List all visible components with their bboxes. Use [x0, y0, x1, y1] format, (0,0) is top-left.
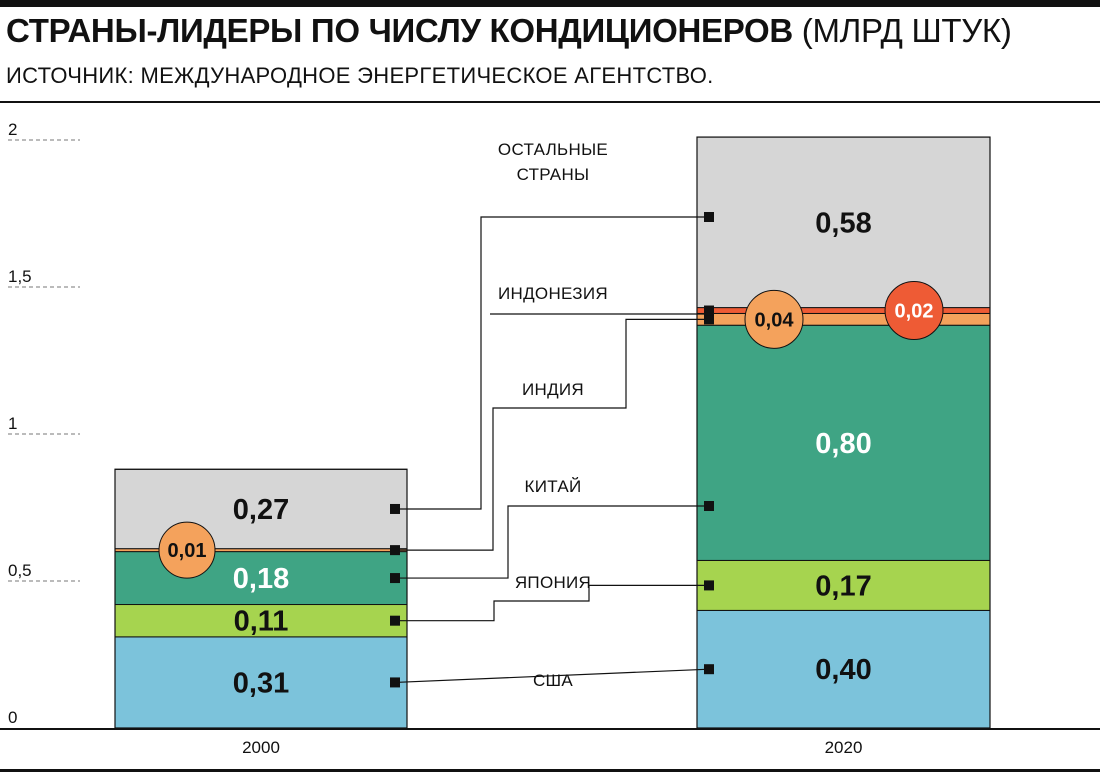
header-divider [0, 101, 1100, 103]
value-badge-индия-2020 [744, 289, 804, 349]
marker-китай-2020 [704, 501, 714, 511]
bar-segment-индия-2020 [696, 312, 991, 326]
chart-source: ИСТОЧНИК: МЕЖДУНАРОДНОЕ ЭНЕРГЕТИЧЕСКОЕ А… [6, 63, 714, 88]
series-label-сша: США [533, 671, 573, 690]
connector-сша [394, 668, 710, 684]
value-label-индонезия-2020: 0,02 [895, 301, 934, 323]
y-tick-label: 2 [8, 120, 17, 139]
series-label-индия: ИНДИЯ [522, 380, 584, 399]
marker-индия-2000 [390, 545, 400, 556]
marker-индонезия-2020 [704, 305, 714, 316]
value-label-китай-2000: 0,18 [233, 563, 289, 595]
value-label-япония-2020: 0,17 [815, 570, 871, 602]
marker-китай-2000 [390, 573, 400, 584]
series-label-китай: КИТАЙ [525, 477, 582, 496]
value-label-сша-2020: 0,40 [815, 654, 871, 686]
chart-title: СТРАНЫ-ЛИДЕРЫ ПО ЧИСЛУ КОНДИЦИОНЕРОВ (МЛ… [6, 12, 1012, 50]
value-label-сша-2000: 0,31 [233, 667, 289, 699]
x-tick-label: 2020 [825, 738, 863, 757]
marker-сша-2000 [390, 677, 400, 688]
marker-япония-2020 [704, 580, 714, 591]
value-label-остальные-страны-2020: 0,58 [815, 207, 871, 239]
bar-segment-остальные-страны-2020 [696, 136, 991, 309]
value-label-остальные-страны-2000: 0,27 [233, 494, 289, 526]
bottom-border [0, 769, 1100, 772]
connector-япония [395, 584, 709, 622]
connector-индия [395, 318, 709, 551]
title-unit: (МЛРД ШТУК) [801, 12, 1012, 49]
value-label-китай-2020: 0,80 [815, 428, 871, 460]
marker-индия-2020 [704, 314, 714, 325]
connector-китай [395, 505, 709, 579]
marker-япония-2000 [390, 615, 400, 626]
series-label-остальные-страны: СТРАНЫ [517, 165, 590, 184]
connector-остальные-страны [395, 216, 709, 510]
marker-остальные-страны-2020 [704, 212, 714, 222]
bar-segment-сша-2000 [114, 636, 408, 729]
x-axis-baseline [0, 728, 1100, 730]
marker-остальные-страны-2000 [390, 503, 400, 514]
y-tick-label: 1 [8, 414, 17, 433]
title-text: СТРАНЫ-ЛИДЕРЫ ПО ЧИСЛУ КОНДИЦИОНЕРОВ [6, 12, 793, 49]
x-tick-label: 2000 [242, 738, 280, 757]
series-label-япония: ЯПОНИЯ [515, 573, 591, 592]
y-tick-label: 1,5 [8, 267, 32, 286]
value-label-индия-2000: 0,01 [168, 540, 207, 562]
value-badge-индонезия-2020 [884, 281, 944, 341]
bar-segment-индонезия-2020 [696, 307, 991, 314]
marker-сша-2020 [704, 664, 714, 675]
value-label-япония-2000: 0,11 [234, 606, 289, 638]
value-label-индия-2020: 0,04 [755, 309, 795, 331]
top-border [0, 0, 1100, 7]
value-badge-индия-2000 [158, 521, 216, 579]
series-label-остальные-страны: ОСТАЛЬНЫЕ [498, 140, 608, 159]
bar-segment-сша-2020 [696, 609, 991, 729]
series-label-индонезия: ИНДОНЕЗИЯ [498, 284, 608, 303]
y-tick-label: 0,5 [8, 561, 32, 580]
y-tick-label: 0 [8, 708, 17, 727]
